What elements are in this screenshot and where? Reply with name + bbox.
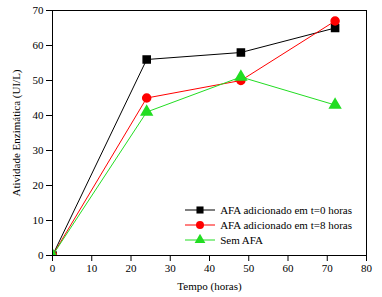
svg-text:40: 40 [204,262,216,274]
html-text:AFA adicionado em t=0 horas: AFA adicionado em t=0 horas [220,203,352,216]
svg-text:40: 40 [33,109,45,121]
svg-text:50: 50 [243,262,255,274]
svg-text:Tempo (horas): Tempo (horas) [177,280,242,293]
svg-text:60: 60 [33,39,45,51]
svg-text:10: 10 [86,262,98,274]
svg-text:Atividade Enzimática (UI/L): Atividade Enzimática (UI/L) [10,69,23,196]
svg-text:0: 0 [50,262,56,274]
svg-text:0: 0 [38,249,44,261]
svg-text:20: 20 [33,179,45,191]
html-text:Sem AFA: Sem AFA [220,233,263,246]
svg-text:20: 20 [126,262,138,274]
svg-text:10: 10 [33,214,45,226]
svg-text:60: 60 [283,262,295,274]
svg-text:30: 30 [33,144,45,156]
svg-text:70: 70 [322,262,334,274]
svg-text:70: 70 [33,4,45,16]
svg-text:30: 30 [165,262,177,274]
svg-text:50: 50 [33,74,45,86]
html-text:AFA adicionado em t=8 horas: AFA adicionado em t=8 horas [220,218,352,231]
svg-text:80: 80 [361,262,373,274]
